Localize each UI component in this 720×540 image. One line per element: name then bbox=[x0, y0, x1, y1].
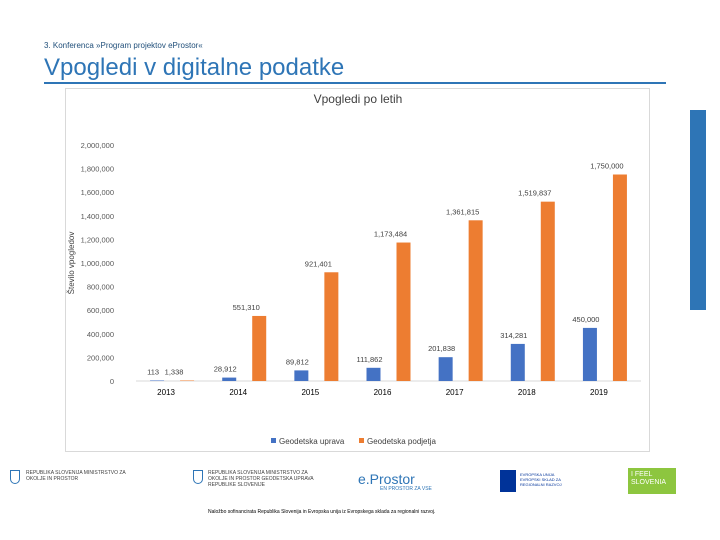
data-label: 314,281 bbox=[500, 331, 527, 340]
y-tick-label: 0 bbox=[110, 377, 114, 386]
title-divider bbox=[44, 82, 666, 84]
data-label: 1,750,000 bbox=[590, 162, 623, 171]
bar-geodetska-uprava bbox=[582, 327, 597, 381]
x-tick-label: 2015 bbox=[301, 388, 319, 397]
y-tick-label: 200,000 bbox=[87, 353, 114, 362]
x-tick-label: 2019 bbox=[590, 388, 608, 397]
legend-swatch bbox=[359, 438, 364, 443]
bar-geodetska-podjetja bbox=[180, 380, 195, 381]
slovenia-crest-icon bbox=[193, 470, 203, 484]
footer-logo-ministry: REPUBLIKA SLOVENIJA MINISTRSTVO ZA OKOLJ… bbox=[26, 470, 126, 482]
bar-chart: Vpogledi po letih 0 200,000 400,000 600,000 8… bbox=[67, 92, 641, 446]
x-tick-label: 2017 bbox=[446, 388, 464, 397]
eprostor-tagline: EN PROSTOR ZA VSE bbox=[380, 486, 432, 492]
y-tick-label: 2,000,000 bbox=[81, 141, 114, 150]
slovenia-crest-icon bbox=[10, 470, 20, 484]
y-tick-label: 1,600,000 bbox=[81, 188, 114, 197]
y-tick-label: 1,000,000 bbox=[81, 259, 114, 268]
side-accent-bar bbox=[690, 110, 706, 310]
y-tick-label: 600,000 bbox=[87, 306, 114, 315]
bar-geodetska-uprava bbox=[366, 367, 381, 381]
data-label: 28,912 bbox=[214, 365, 237, 374]
chart-frame: Vpogledi po letih 0 200,000 400,000 600,000 8… bbox=[65, 88, 650, 452]
data-label: 1,519,837 bbox=[518, 189, 551, 198]
bar-geodetska-podjetja bbox=[468, 220, 483, 381]
i-feel-slovenia-logo: I FEEL SLOVENIA bbox=[628, 468, 676, 494]
data-label: 450,000 bbox=[572, 315, 599, 324]
eu-flag-icon bbox=[500, 470, 516, 492]
y-tick-label: 1,200,000 bbox=[81, 235, 114, 244]
data-label: 1,173,484 bbox=[374, 230, 407, 239]
y-tick-label: 800,000 bbox=[87, 283, 114, 292]
chart-title: Vpogledi po letih bbox=[314, 92, 403, 106]
bar-geodetska-uprava bbox=[150, 380, 165, 381]
slide-title: Vpogledi v digitalne podatke bbox=[44, 54, 345, 81]
x-tick-label: 2018 bbox=[518, 388, 536, 397]
data-label: 113 bbox=[147, 368, 159, 377]
data-label: 921,401 bbox=[305, 259, 332, 268]
bar-geodetska-uprava bbox=[438, 357, 453, 381]
x-tick-label: 2016 bbox=[374, 388, 392, 397]
bar-geodetska-podjetja bbox=[396, 242, 411, 381]
x-tick-label: 2014 bbox=[229, 388, 247, 397]
slide-subtitle: 3. Konferenca »Program projektov eProsto… bbox=[44, 41, 203, 50]
y-tick-label: 1,400,000 bbox=[81, 212, 114, 221]
bar-geodetska-podjetja bbox=[324, 272, 339, 381]
data-label: 1,361,815 bbox=[446, 207, 479, 216]
footer-logo-gurs: REPUBLIKA SLOVENIJA MINISTRSTVO ZA OKOLJ… bbox=[208, 470, 314, 488]
cofinancing-note: Naložbo sofinancirata Republika Slovenij… bbox=[208, 509, 436, 515]
bar-geodetska-podjetja bbox=[252, 315, 267, 381]
data-label: 1,338 bbox=[165, 368, 184, 377]
bar-geodetska-uprava bbox=[510, 343, 525, 381]
bar-geodetska-podjetja bbox=[540, 201, 555, 381]
eprostor-logo: e.Prostor bbox=[358, 471, 415, 487]
legend-label: Geodetska podjetja bbox=[367, 437, 436, 446]
bar-geodetska-podjetja bbox=[612, 174, 627, 381]
eu-fund-logo: EVROPSKA UNIJA EVROPSKI SKLAD ZA REGIONA… bbox=[520, 472, 562, 487]
y-tick-label: 1,800,000 bbox=[81, 165, 114, 174]
bar-geodetska-uprava bbox=[294, 370, 309, 381]
bar-geodetska-uprava bbox=[222, 377, 237, 381]
y-axis-label: Število vpogledov bbox=[67, 232, 76, 295]
data-label: 111,862 bbox=[357, 355, 383, 364]
data-label: 551,310 bbox=[233, 303, 260, 312]
y-tick-label: 400,000 bbox=[87, 330, 114, 339]
data-label: 89,812 bbox=[286, 357, 309, 366]
data-label: 201,838 bbox=[428, 344, 455, 353]
legend-swatch bbox=[271, 438, 276, 443]
x-tick-label: 2013 bbox=[157, 388, 175, 397]
legend-label: Geodetska uprava bbox=[279, 437, 345, 446]
